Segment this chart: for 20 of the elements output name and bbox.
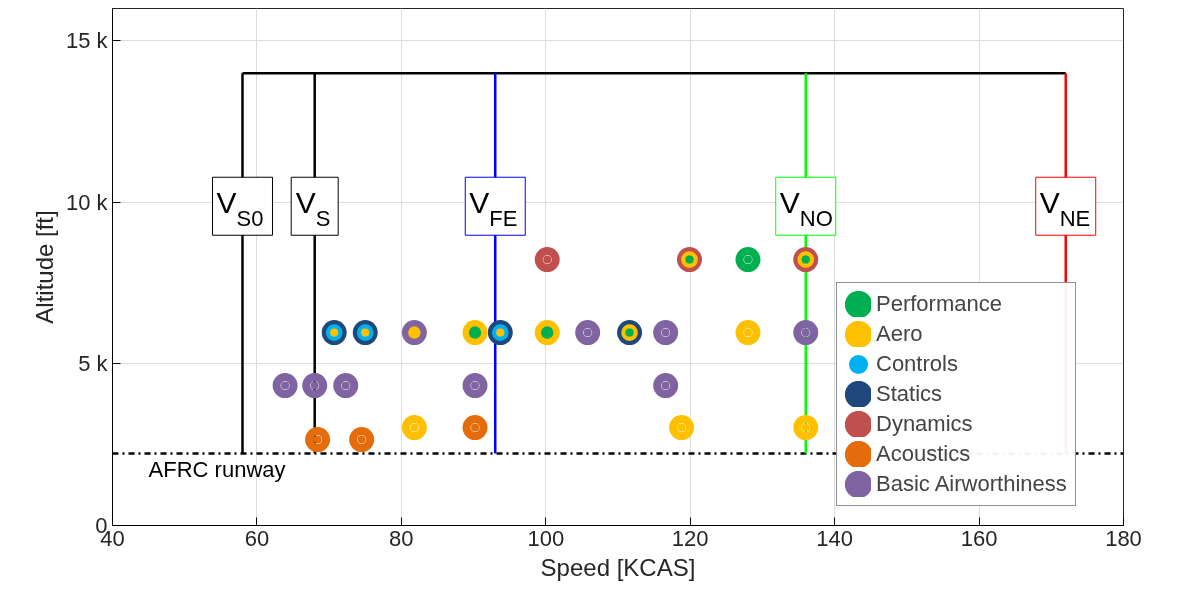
legend-label: Statics xyxy=(876,381,943,407)
legend-label: Controls xyxy=(876,351,958,377)
legend-label: Basic Airworthiness xyxy=(876,471,1067,497)
legend-label: Acoustics xyxy=(876,441,971,467)
y-axis-title: Altitude [ft] xyxy=(30,210,58,324)
x-tick-label: 140 xyxy=(816,525,854,551)
x-tick-label: 180 xyxy=(1105,525,1142,551)
x-tick-label: 120 xyxy=(671,525,709,551)
y-tick-label: 5 k xyxy=(78,351,109,377)
x-tick-label: 160 xyxy=(960,525,998,551)
ref-line-label: AFRC runway xyxy=(148,457,286,483)
x-tick-label: 80 xyxy=(389,525,414,551)
legend-label: Dynamics xyxy=(876,411,973,437)
x-tick-label: 60 xyxy=(244,525,270,551)
legend-label: Aero xyxy=(876,321,923,347)
x-tick-label: 100 xyxy=(527,525,565,551)
legend-label: Performance xyxy=(876,291,1002,317)
x-axis-title: Speed [KCAS] xyxy=(540,553,696,581)
y-tick-label: 10 k xyxy=(65,189,109,215)
y-tick-label: 15 k xyxy=(65,28,109,54)
